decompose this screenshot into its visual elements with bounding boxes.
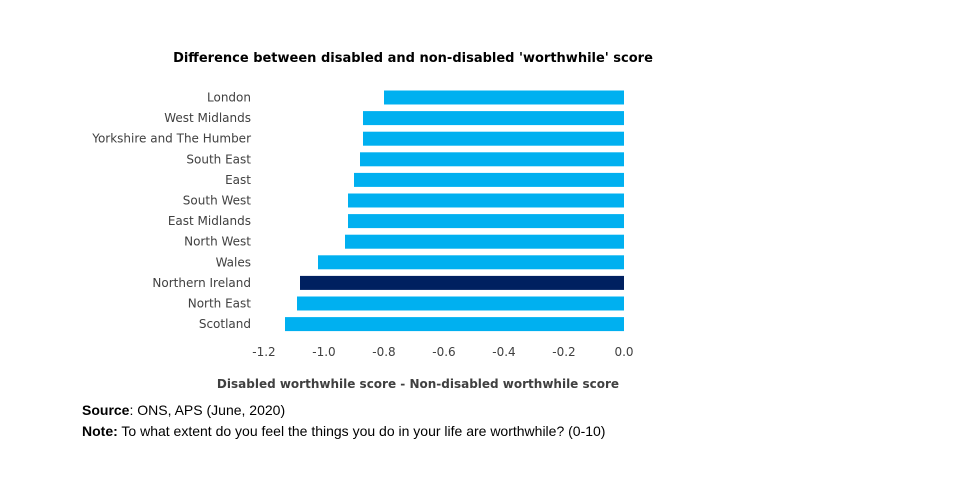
bar-wales: [318, 255, 624, 270]
category-labels: London West Midlands Yorkshire and The Hum…: [91, 91, 251, 332]
bar-london: [384, 90, 624, 105]
category-label-wales: Wales: [216, 255, 251, 269]
x-tick-labels: -1.2 -1.0 -0.8 -0.6 -0.4 -0.2 0.0: [252, 345, 633, 359]
bars: [285, 90, 624, 332]
x-tick-label: -1.0: [312, 345, 335, 359]
x-tick-label: -0.2: [552, 345, 575, 359]
x-tick-label: -1.2: [252, 345, 275, 359]
category-label-east: East: [225, 173, 251, 187]
bar-north-east: [297, 296, 624, 311]
note-text: To what extent do you feel the things yo…: [117, 423, 606, 439]
x-tick-label: -0.8: [372, 345, 395, 359]
category-label-south-east: South East: [186, 152, 251, 166]
category-label-london: London: [207, 91, 251, 105]
bar-yorkshire-and-the-humber: [363, 131, 624, 146]
bar-east-midlands: [348, 214, 624, 229]
chart-title: Difference between disabled and non-disa…: [173, 51, 653, 66]
x-tick-label: 0.0: [614, 345, 633, 359]
note-line: Note: To what extent do you feel the thi…: [82, 421, 605, 442]
bar-south-east: [360, 152, 624, 167]
category-label-east-midlands: East Midlands: [168, 214, 251, 228]
bar-scotland: [285, 317, 624, 332]
footnotes: Source: ONS, APS (June, 2020) Note: To w…: [82, 400, 605, 442]
bar-south-west: [348, 193, 624, 208]
source-label: Source: [82, 402, 130, 418]
x-axis-label: Disabled worthwhile score - Non-disabled…: [217, 377, 619, 391]
category-label-south-west: South West: [183, 194, 251, 208]
bar-northern-ireland: [300, 275, 624, 290]
source-text: : ONS, APS (June, 2020): [129, 402, 286, 418]
bar-west-midlands: [363, 111, 624, 126]
x-tick-label: -0.6: [432, 345, 455, 359]
category-label-northern-ireland: Northern Ireland: [152, 276, 251, 290]
category-label-scotland: Scotland: [199, 317, 251, 331]
category-label-west-midlands: West Midlands: [164, 111, 251, 125]
category-label-north-east: North East: [188, 297, 252, 311]
bar-east: [354, 172, 624, 187]
note-label: Note:: [82, 423, 118, 439]
chart: Difference between disabled and non-disa…: [91, 51, 653, 391]
category-label-north-west: North West: [184, 235, 251, 249]
bar-north-west: [345, 234, 624, 249]
x-tick-label: -0.4: [492, 345, 515, 359]
category-label-yorkshire-and-the-humber: Yorkshire and The Humber: [91, 132, 251, 146]
source-line: Source: ONS, APS (June, 2020): [82, 400, 605, 421]
